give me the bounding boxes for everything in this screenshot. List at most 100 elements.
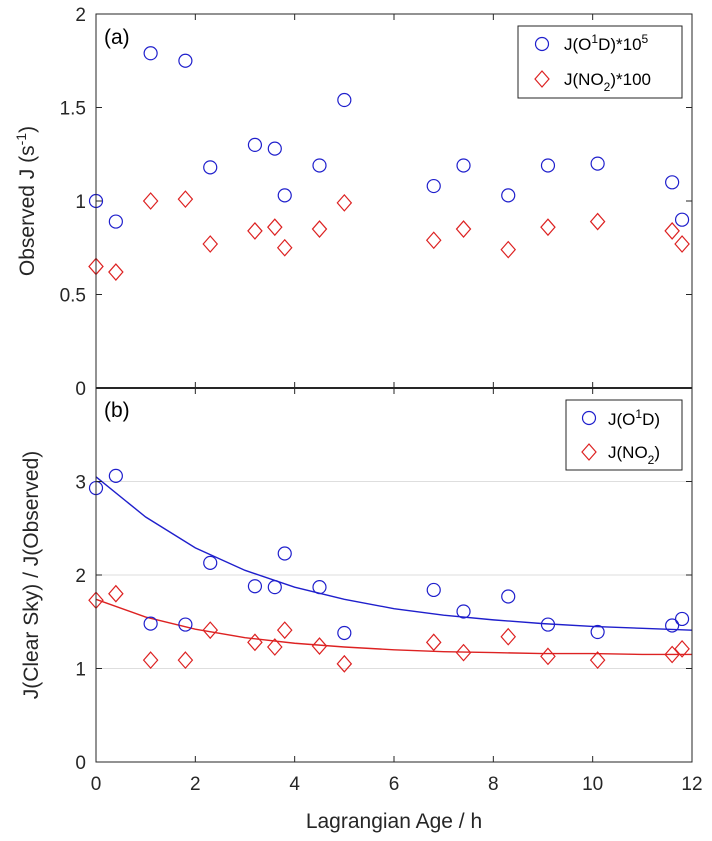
data-point-no2	[589, 212, 606, 231]
legend-b-no2-pre: J(NO	[608, 443, 648, 462]
panel-b-y-tick-label: 2	[75, 566, 86, 587]
panel-a-label: (a)	[104, 26, 130, 49]
x-axis-label: Lagrangian Age / h	[306, 810, 482, 833]
legend-b-o1d-sup1: 1	[635, 407, 642, 421]
data-point-o1d	[501, 188, 516, 203]
panel-a: 00.511.52 (a) Observed J (s-1) J(O1D)*10…	[13, 5, 693, 400]
panel-b-y-tick-label: 3	[75, 473, 86, 494]
panel-b-fit-curves	[95, 476, 693, 656]
panel-a-y-tick-label: 0.5	[60, 286, 86, 307]
data-point-no2	[500, 240, 517, 259]
legend-a-o1d-mid: D)*10	[598, 35, 641, 54]
data-point-o1d	[108, 214, 123, 229]
x-tick-label: 4	[289, 774, 300, 795]
data-point-o1d	[267, 580, 282, 595]
legend-b-no2-sub: 2	[648, 453, 655, 467]
panel-b-x-tick-labels: 0 2 4 6 8 10 12	[91, 774, 703, 795]
data-point-no2	[202, 235, 219, 253]
panel-a-y-axis-label: Observed J (s-1)	[13, 126, 39, 276]
data-point-o1d	[267, 141, 282, 156]
panel-a-y-tick-label: 1	[75, 192, 86, 213]
data-point-no2	[500, 627, 517, 646]
x-tick-label: 2	[190, 774, 201, 795]
legend-b-no2-marker	[581, 443, 597, 461]
data-point-o1d	[540, 617, 556, 632]
data-point-o1d	[277, 546, 292, 561]
data-point-no2	[425, 231, 442, 250]
legend-a-no2-post: )*100	[610, 70, 651, 89]
panel-a-y-label-main: Observed J (s	[16, 145, 39, 276]
data-point-o1d	[674, 611, 690, 627]
legend-a-o1d-sup1: 1	[591, 32, 598, 46]
legend-a-o1d-label: J(O1D)*105	[564, 32, 649, 54]
x-tick-label: 6	[389, 774, 400, 795]
x-tick-label: 10	[582, 774, 603, 795]
data-point-o1d	[247, 137, 263, 152]
panel-a-y-label-tail: )	[16, 126, 39, 133]
data-point-no2	[336, 193, 353, 212]
data-point-no2	[311, 220, 328, 238]
data-point-no2	[336, 654, 353, 673]
data-point-no2	[108, 263, 124, 281]
legend-a-no2-label: J(NO2)*100	[564, 70, 651, 94]
data-point-no2	[177, 651, 194, 669]
panel-a-y-tick-label: 2	[75, 5, 86, 26]
x-tick-label: 0	[91, 774, 102, 795]
x-tick-label: 8	[488, 774, 499, 795]
data-point-o1d	[312, 158, 327, 173]
data-point-o1d	[277, 188, 292, 203]
panel-b-y-tick-label: 0	[75, 753, 86, 774]
data-point-no2	[142, 192, 159, 210]
data-point-no2	[247, 633, 263, 652]
data-point-o1d	[665, 618, 680, 633]
data-point-no2	[664, 645, 680, 664]
data-point-o1d	[337, 92, 352, 108]
data-point-o1d	[540, 158, 556, 173]
panel-b-legend-box	[565, 399, 683, 471]
data-point-no2	[540, 218, 556, 237]
data-point-no2	[425, 633, 442, 652]
fit-curve-o1d	[95, 476, 693, 631]
data-point-o1d	[665, 175, 680, 190]
panel-b-grid	[96, 481, 692, 669]
data-point-o1d	[501, 589, 516, 604]
data-point-o1d	[143, 616, 158, 631]
data-point-no2	[276, 621, 293, 640]
x-tick-label: 12	[681, 774, 702, 795]
data-point-no2	[674, 639, 690, 658]
data-point-o1d	[590, 156, 605, 171]
data-point-o1d	[426, 178, 441, 194]
data-point-o1d	[590, 624, 605, 640]
panel-b-y-tick-labels: 0 1 2 3	[75, 388, 693, 774]
data-point-no2	[664, 222, 680, 240]
panel-b-label: (b)	[104, 399, 130, 422]
data-point-o1d	[456, 158, 471, 173]
data-point-o1d	[247, 579, 263, 594]
data-point-no2	[247, 222, 263, 240]
data-point-no2	[540, 647, 556, 666]
data-point-o1d	[178, 53, 193, 68]
data-point-no2	[276, 238, 293, 257]
data-point-o1d	[143, 46, 158, 61]
panel-b-y-axis-label: J(Clear Sky) / J(Observed)	[20, 451, 43, 700]
data-point-no2	[108, 584, 124, 603]
panel-b-y-tick-label: 1	[75, 660, 86, 681]
legend-a-no2-marker	[534, 70, 550, 88]
legend-b-no2-post: )	[654, 443, 660, 462]
data-point-o1d	[108, 468, 123, 483]
panel-a-y-tick-label: 0	[75, 379, 86, 400]
data-point-no2	[455, 220, 472, 238]
panel-a-y-tick-label: 1.5	[60, 99, 86, 120]
fit-curve-no2	[95, 598, 692, 656]
data-point-o1d	[178, 617, 193, 632]
legend-a-o1d-pre: J(O	[564, 35, 591, 54]
panel-b-legend: J(O1D) J(NO2)	[565, 399, 683, 471]
legend-b-o1d-label: J(O1D)	[608, 407, 660, 429]
legend-b-o1d-mid: D)	[642, 410, 660, 429]
legend-a-o1d-sup2: 5	[642, 32, 649, 46]
data-point-o1d	[203, 555, 218, 570]
data-point-no2	[589, 651, 606, 669]
data-point-o1d	[203, 160, 218, 175]
panel-a-y-label-superscript: -1	[13, 133, 29, 146]
